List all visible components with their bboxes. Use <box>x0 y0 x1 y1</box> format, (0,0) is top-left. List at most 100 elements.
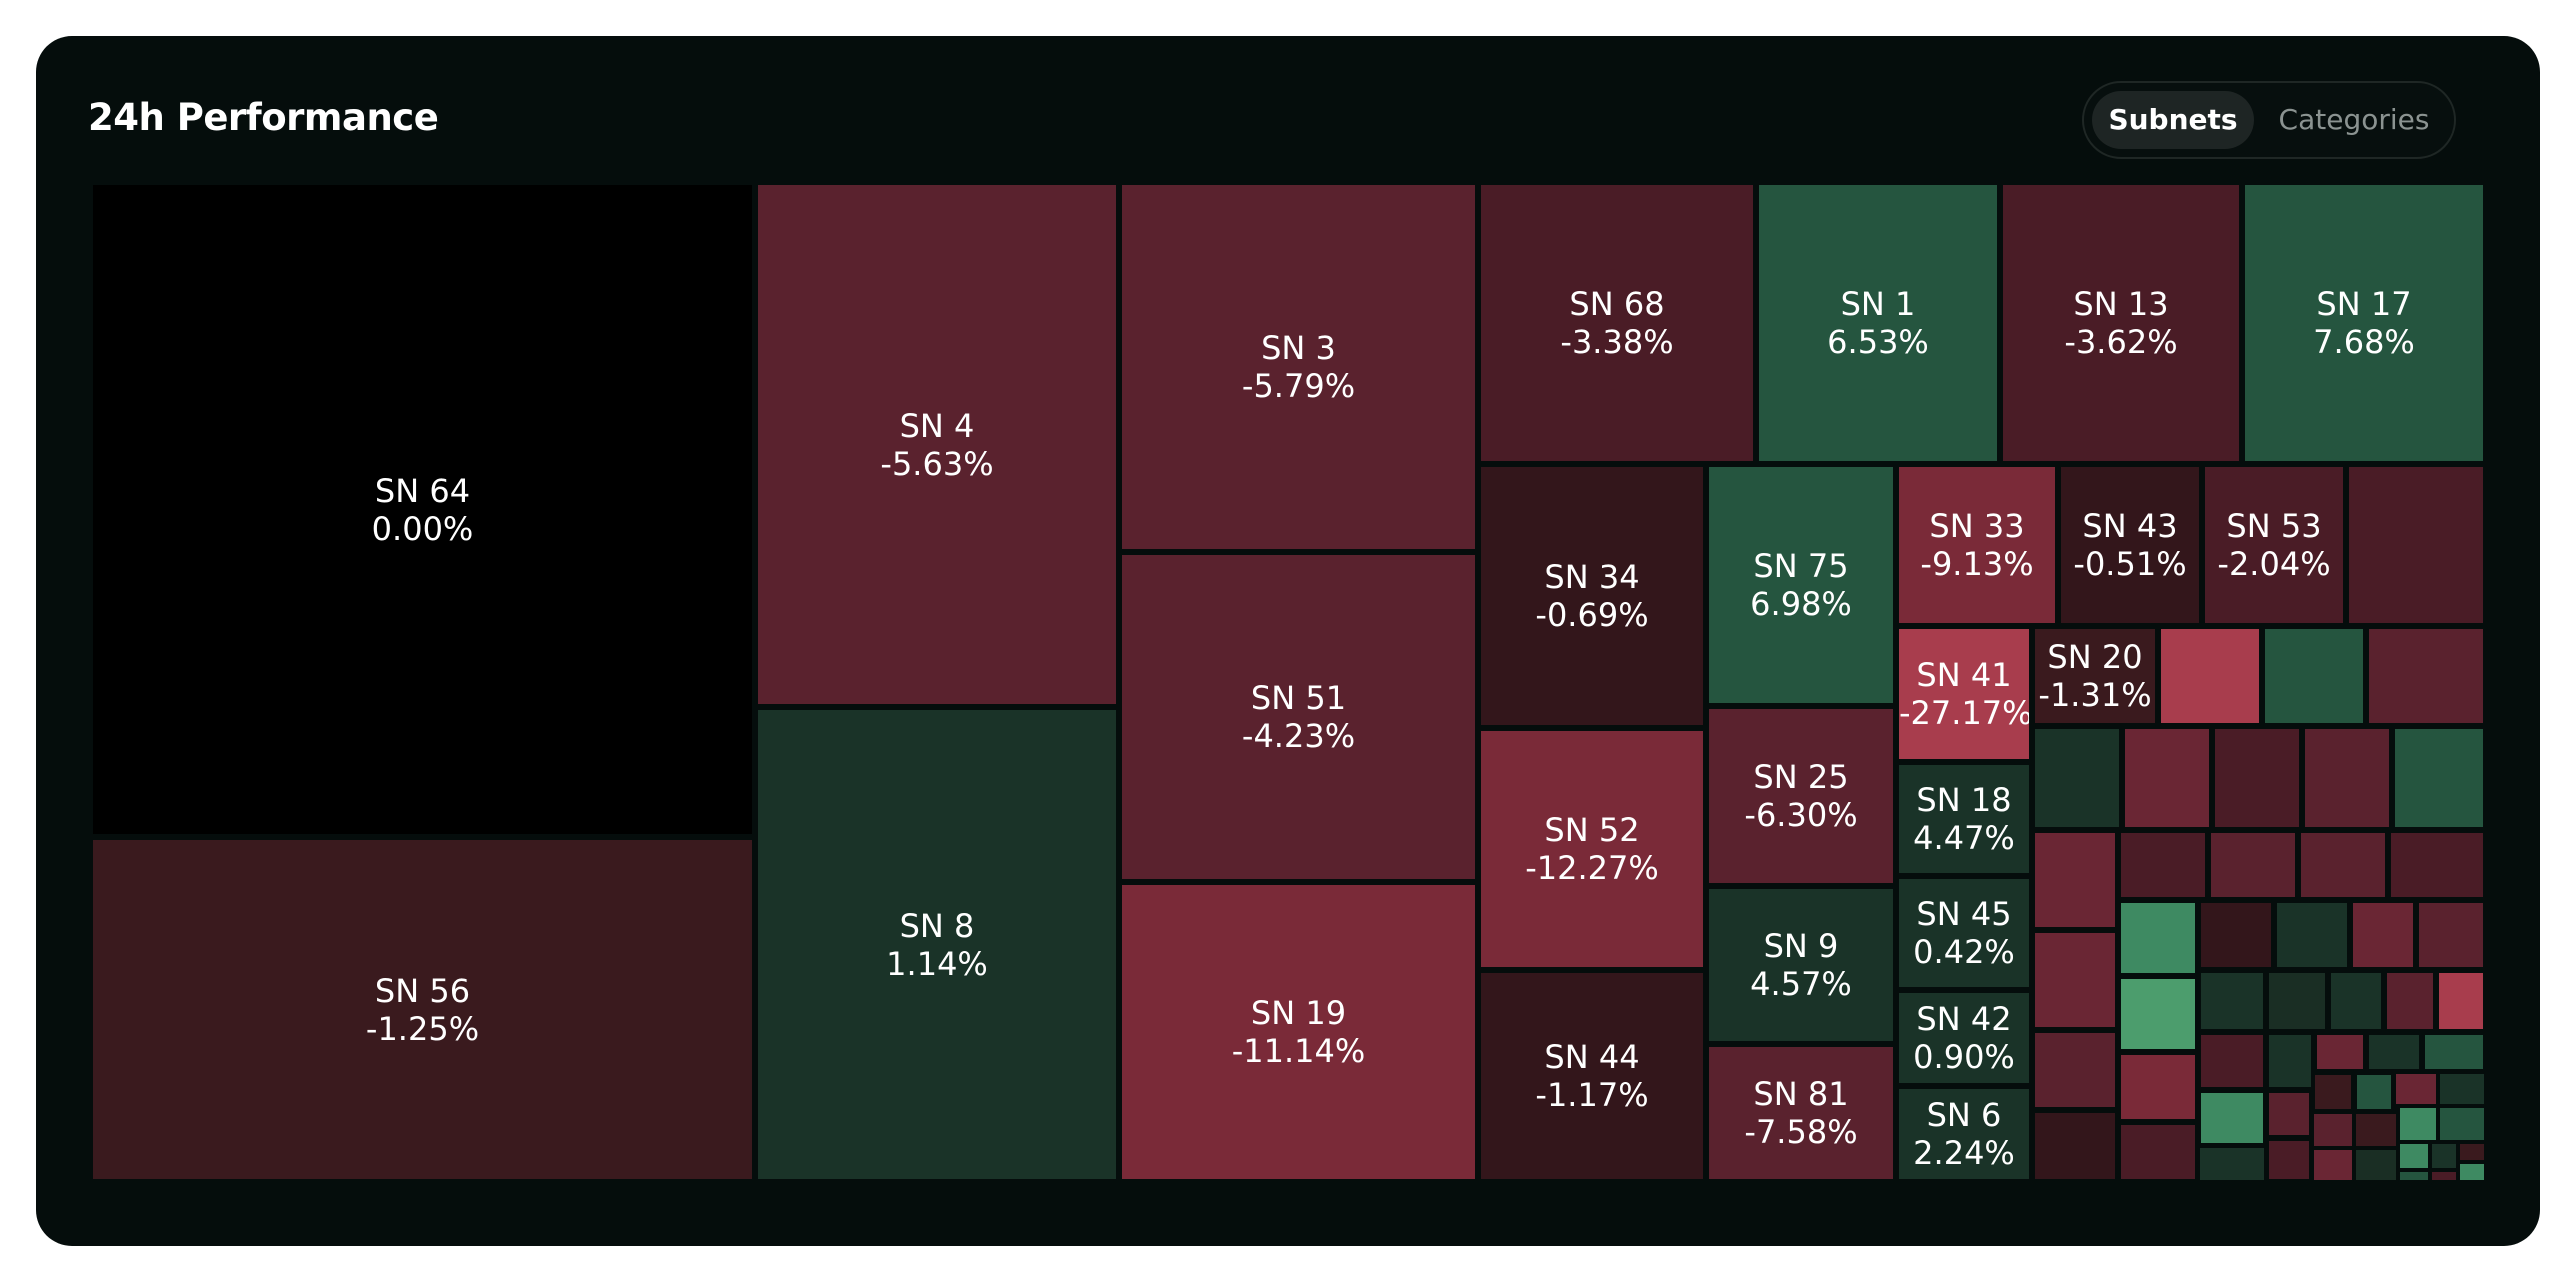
treemap-cell-sn13[interactable]: SN 13 -3.62% <box>2000 182 2242 464</box>
treemap-cell-small[interactable] <box>2422 1032 2486 1072</box>
treemap-cell-small[interactable] <box>2032 1110 2118 1182</box>
treemap-cell-small[interactable] <box>2032 1030 2118 1110</box>
treemap-cell-small[interactable] <box>2032 930 2118 1030</box>
treemap-cell-sn17[interactable]: SN 17 7.68% <box>2242 182 2486 464</box>
change-value: -9.13% <box>1920 545 2034 583</box>
treemap-cell-small[interactable] <box>2198 1032 2266 1090</box>
treemap-cell-sn3[interactable]: SN 3 -5.79% <box>1119 182 1478 552</box>
treemap-cell-small[interactable] <box>2416 900 2486 970</box>
treemap-cell-small[interactable] <box>2388 830 2486 900</box>
treemap-cell-small[interactable] <box>2458 1162 2486 1182</box>
treemap-cell-small[interactable] <box>2354 1148 2398 1182</box>
treemap-cell-small[interactable] <box>2118 1052 2198 1122</box>
treemap-cell-sn6[interactable]: SN 6 2.24% <box>1896 1086 2032 1182</box>
cell-label: SN 25 -6.30% <box>1709 758 1893 834</box>
treemap-cell-sn68[interactable]: SN 68 -3.38% <box>1478 182 1756 464</box>
treemap-cell-small[interactable] <box>2274 900 2350 970</box>
treemap-cell-sn45[interactable]: SN 45 0.42% <box>1896 876 2032 990</box>
treemap-cell-small[interactable] <box>2430 1170 2458 1182</box>
treemap-cell-small[interactable] <box>2438 1106 2486 1142</box>
treemap-cell-small[interactable] <box>2198 1090 2266 1146</box>
treemap-cell-sn19[interactable]: SN 19 -11.14% <box>1119 882 1478 1182</box>
treemap-cell-small[interactable] <box>2118 1122 2198 1182</box>
treemap-cell-small[interactable] <box>2346 464 2486 626</box>
card-title: 24h Performance <box>88 96 439 139</box>
treemap-cell-sn4[interactable]: SN 4 -5.63% <box>755 182 1119 707</box>
treemap-cell-sn43[interactable]: SN 43 -0.51% <box>2058 464 2202 626</box>
treemap-cell-small[interactable] <box>2298 830 2388 900</box>
treemap-cell-sn8[interactable]: SN 8 1.14% <box>755 707 1119 1182</box>
change-value: -3.62% <box>2064 323 2178 361</box>
treemap-cell-small[interactable] <box>2118 830 2208 900</box>
cell-label: SN 53 -2.04% <box>2205 507 2343 583</box>
change-value: -0.51% <box>2073 545 2187 583</box>
treemap-cell-small[interactable] <box>2118 976 2198 1052</box>
treemap-cell-small[interactable] <box>2366 1032 2422 1072</box>
treemap-cell-sn33[interactable]: SN 33 -9.13% <box>1896 464 2058 626</box>
cell-label: SN 3 -5.79% <box>1122 329 1475 405</box>
treemap-cell-sn34[interactable]: SN 34 -0.69% <box>1478 464 1706 728</box>
treemap-cell-small[interactable] <box>2458 1142 2486 1162</box>
treemap-cell-sn53[interactable]: SN 53 -2.04% <box>2202 464 2346 626</box>
change-value: -6.30% <box>1744 796 1858 834</box>
treemap-cell-small[interactable] <box>2314 1032 2366 1072</box>
treemap-cell-sn9[interactable]: SN 9 4.57% <box>1706 886 1896 1044</box>
treemap-cell-sn81[interactable]: SN 81 -7.58% <box>1706 1044 1896 1182</box>
treemap-cell-sn25[interactable]: SN 25 -6.30% <box>1706 706 1896 886</box>
treemap-cell-sn51[interactable]: SN 51 -4.23% <box>1119 552 1478 882</box>
treemap-cell-small[interactable] <box>2354 1112 2398 1148</box>
treemap-cell-small[interactable] <box>2032 830 2118 930</box>
treemap-cell-sn18[interactable]: SN 18 4.47% <box>1896 762 2032 876</box>
cell-label: SN 33 -9.13% <box>1899 507 2055 583</box>
toggle-categories-option[interactable]: Categories <box>2278 103 2430 136</box>
change-value: -1.31% <box>2038 676 2152 714</box>
treemap-cell-sn75[interactable]: SN 75 6.98% <box>1706 464 1896 706</box>
cell-label: SN 4 -5.63% <box>758 407 1116 483</box>
treemap-cell-small[interactable] <box>2354 1072 2394 1112</box>
treemap-cell-small[interactable] <box>2438 1072 2486 1106</box>
treemap-cell-small[interactable] <box>2312 1148 2354 1182</box>
treemap-cell-small[interactable] <box>2302 726 2392 830</box>
toggle-subnets-option[interactable]: Subnets <box>2092 91 2254 149</box>
subnet-name: SN 52 <box>1544 811 1640 849</box>
treemap-cell-small[interactable] <box>2312 1112 2354 1148</box>
treemap-cell-small[interactable] <box>2266 1032 2314 1090</box>
treemap-cell-small[interactable] <box>2212 726 2302 830</box>
cell-label: SN 56 -1.25% <box>93 972 752 1048</box>
treemap-cell-small[interactable] <box>2198 970 2266 1032</box>
treemap-cell-small[interactable] <box>2350 900 2416 970</box>
treemap-cell-small[interactable] <box>2392 726 2486 830</box>
cell-label: SN 42 0.90% <box>1899 1000 2029 1076</box>
treemap-cell-sn44[interactable]: SN 44 -1.17% <box>1478 970 1706 1182</box>
treemap-cell-sn42[interactable]: SN 42 0.90% <box>1896 990 2032 1086</box>
treemap-cell-small[interactable] <box>2312 1072 2354 1112</box>
treemap-cell-sn41[interactable]: SN 41 -27.17% <box>1896 626 2032 762</box>
treemap-cell-small[interactable] <box>2032 726 2122 830</box>
treemap-cell-small[interactable] <box>2436 970 2486 1032</box>
treemap-cell-small[interactable] <box>2198 900 2274 970</box>
treemap-cell-small[interactable] <box>2328 970 2384 1032</box>
treemap-cell-small[interactable] <box>2158 626 2262 726</box>
treemap-cell-small[interactable] <box>2266 1090 2312 1138</box>
treemap-cell-small[interactable] <box>2398 1142 2430 1170</box>
treemap-cell-small[interactable] <box>2398 1106 2438 1142</box>
treemap-cell-small[interactable] <box>2366 626 2486 726</box>
treemap-cell-small[interactable] <box>2430 1142 2458 1170</box>
treemap-cell-small[interactable] <box>2384 970 2436 1032</box>
cell-label: SN 18 4.47% <box>1899 781 2029 857</box>
treemap-cell-small[interactable] <box>2198 1146 2266 1182</box>
treemap-cell-sn56[interactable]: SN 56 -1.25% <box>90 837 755 1182</box>
treemap-cell-small[interactable] <box>2122 726 2212 830</box>
treemap-cell-small[interactable] <box>2266 970 2328 1032</box>
treemap-cell-small[interactable] <box>2118 900 2198 976</box>
treemap-cell-small[interactable] <box>2208 830 2298 900</box>
treemap-cell-sn64[interactable]: SN 64 0.00% <box>90 182 755 837</box>
treemap-cell-small[interactable] <box>2398 1170 2430 1182</box>
treemap-cell-small[interactable] <box>2394 1072 2438 1106</box>
cell-label: SN 43 -0.51% <box>2061 507 2199 583</box>
treemap-cell-sn52[interactable]: SN 52 -12.27% <box>1478 728 1706 970</box>
treemap-cell-small[interactable] <box>2262 626 2366 726</box>
treemap-cell-small[interactable] <box>2266 1138 2312 1182</box>
treemap-cell-sn1[interactable]: SN 1 6.53% <box>1756 182 2000 464</box>
treemap-cell-sn20[interactable]: SN 20 -1.31% <box>2032 626 2158 726</box>
